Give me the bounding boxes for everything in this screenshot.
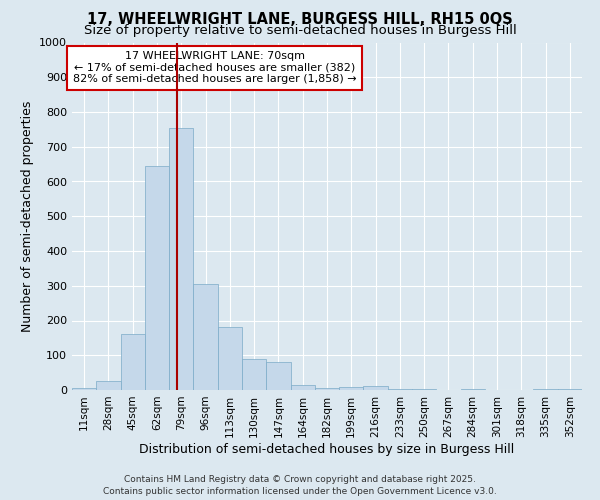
Bar bbox=[266, 362, 290, 390]
Y-axis label: Number of semi-detached properties: Number of semi-detached properties bbox=[20, 100, 34, 332]
Bar bbox=[145, 166, 169, 390]
Bar bbox=[121, 334, 145, 390]
Bar bbox=[533, 389, 558, 390]
Bar bbox=[169, 128, 193, 390]
Bar bbox=[96, 382, 121, 390]
Bar bbox=[315, 388, 339, 390]
Text: Contains HM Land Registry data © Crown copyright and database right 2025.
Contai: Contains HM Land Registry data © Crown c… bbox=[103, 475, 497, 496]
Text: 17 WHEELWRIGHT LANE: 70sqm
← 17% of semi-detached houses are smaller (382)
82% o: 17 WHEELWRIGHT LANE: 70sqm ← 17% of semi… bbox=[73, 51, 356, 84]
Bar bbox=[558, 389, 582, 390]
Bar bbox=[412, 389, 436, 390]
Bar bbox=[364, 386, 388, 390]
Bar bbox=[242, 358, 266, 390]
Bar bbox=[193, 284, 218, 390]
Text: 17, WHEELWRIGHT LANE, BURGESS HILL, RH15 0QS: 17, WHEELWRIGHT LANE, BURGESS HILL, RH15… bbox=[87, 12, 513, 26]
Bar bbox=[388, 389, 412, 390]
X-axis label: Distribution of semi-detached houses by size in Burgess Hill: Distribution of semi-detached houses by … bbox=[139, 442, 515, 456]
Bar bbox=[290, 385, 315, 390]
Bar bbox=[72, 388, 96, 390]
Bar bbox=[218, 328, 242, 390]
Text: Size of property relative to semi-detached houses in Burgess Hill: Size of property relative to semi-detach… bbox=[83, 24, 517, 37]
Bar bbox=[339, 386, 364, 390]
Bar bbox=[461, 389, 485, 390]
